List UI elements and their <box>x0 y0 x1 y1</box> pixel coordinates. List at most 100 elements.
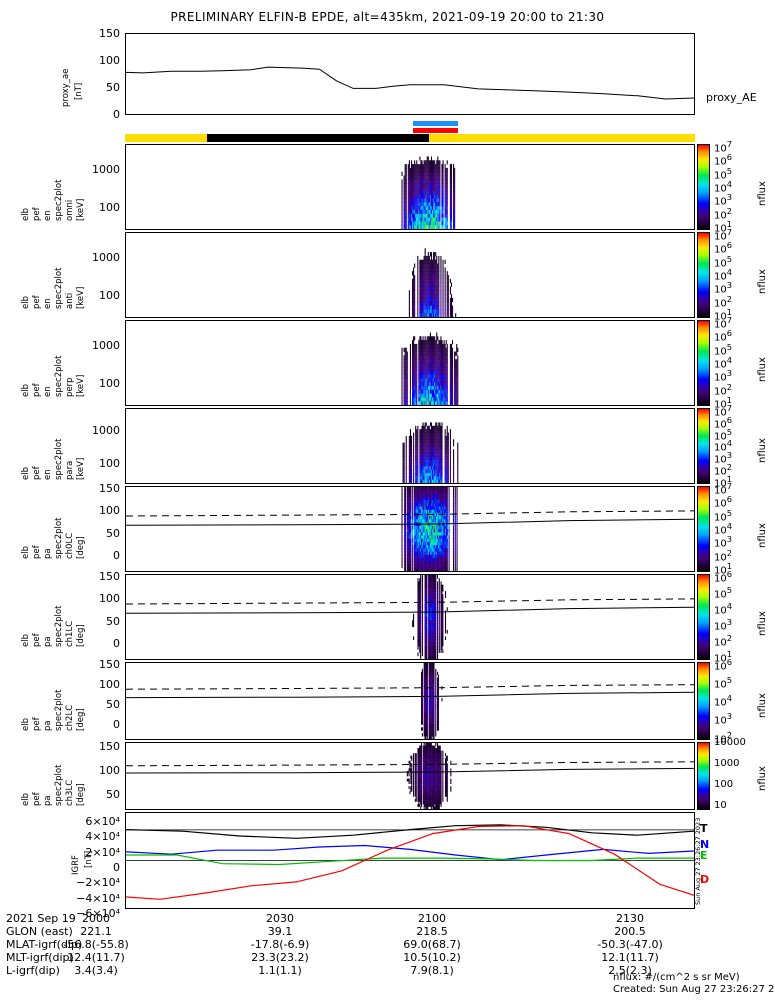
spectrogram-cell <box>434 646 436 650</box>
spectrogram-cell <box>435 541 437 546</box>
panel-ch0LC <box>125 486 695 572</box>
spectrogram-cell <box>429 401 431 405</box>
spectrogram-cell <box>435 294 437 299</box>
spectrogram-cell <box>426 623 428 628</box>
spectrogram-cell <box>429 278 431 284</box>
spectrogram-cell <box>445 459 447 464</box>
spectrogram-cell <box>449 167 451 173</box>
spectrogram-cell <box>430 487 432 491</box>
spectrogram-cell <box>435 671 437 676</box>
spectrogram-cell <box>419 479 421 483</box>
spectrogram-cell <box>416 551 418 556</box>
spectrogram-cell <box>421 686 423 690</box>
spectrogram-cell <box>413 225 415 229</box>
spectrogram-cell <box>405 171 407 176</box>
spectrogram-cell <box>421 425 423 430</box>
spectrogram-cell <box>404 503 406 507</box>
spectrogram-cell <box>418 584 420 589</box>
spectrogram-cell <box>434 313 436 317</box>
spectrogram-cell <box>420 301 422 306</box>
spectrogram-cell <box>421 626 423 631</box>
spectrogram-cell <box>432 665 434 670</box>
spectrogram-cell <box>421 646 423 650</box>
spectrogram-cell <box>432 649 434 653</box>
spectrogram-cell <box>428 591 431 595</box>
spectrogram-cell <box>404 509 406 514</box>
spectrogram-cell <box>429 363 431 368</box>
spectrogram-cell <box>427 564 429 569</box>
spectrogram-cell <box>449 389 451 394</box>
spectrogram-cell <box>405 564 407 569</box>
spectrogram-cell <box>438 225 440 229</box>
spectrogram-cell <box>434 343 436 349</box>
spectrogram-cell <box>429 706 431 711</box>
spectrogram-cell <box>432 597 434 602</box>
spectrogram-cell <box>401 187 403 192</box>
spectrogram-cell <box>418 389 420 394</box>
spectrogram-cell <box>435 554 437 559</box>
spectrogram-cell <box>412 509 414 514</box>
spectrogram-cell <box>419 581 421 586</box>
spectrogram-cell <box>419 567 421 571</box>
spectrogram-cell <box>418 393 420 398</box>
spectrogram-cell <box>408 206 410 211</box>
spectrogram-cell <box>429 435 431 440</box>
spectrogram-cell <box>413 781 415 785</box>
spectrogram-cell <box>437 532 439 536</box>
spectrogram-cell <box>434 551 436 556</box>
spectrogram-cell <box>436 554 439 559</box>
spectrogram-cell <box>435 202 437 207</box>
spectrogram-cell <box>438 538 440 543</box>
spectrogram-cell <box>439 452 441 457</box>
spectrogram-cell <box>440 351 442 356</box>
spectrogram-cell <box>424 469 426 474</box>
spectrogram-cell <box>442 623 444 628</box>
spectrogram-cell <box>428 389 430 394</box>
spectrogram-cell <box>424 718 426 722</box>
spectrogram-cell <box>409 554 411 559</box>
spectrogram-cell <box>443 558 445 562</box>
spectrogram-cell <box>423 290 425 295</box>
spectrogram-cell <box>439 385 441 391</box>
spectrogram-cell <box>434 255 436 261</box>
spectrogram-cell <box>423 255 425 261</box>
spectrogram-cell <box>433 509 435 514</box>
spectrogram-cell <box>442 286 444 291</box>
spectrogram-cell <box>424 567 426 571</box>
spectrogram-cell <box>435 183 437 188</box>
spectrogram-cell <box>414 519 416 523</box>
spectrogram-cell <box>418 397 420 402</box>
spectrogram-cell <box>428 558 431 562</box>
spectrogram-cell <box>457 378 459 383</box>
spectrogram-cell <box>426 706 428 711</box>
spectrogram-cell <box>417 499 419 504</box>
spectrogram-cell <box>409 363 411 368</box>
spectrogram-cell <box>441 597 443 602</box>
spectrogram-cell <box>444 623 447 628</box>
spectrogram-cell <box>404 366 406 372</box>
spectrogram-cell <box>433 366 435 372</box>
spectrogram-cell <box>431 607 433 611</box>
spectrogram-cell <box>439 487 441 491</box>
spectrogram-cell <box>450 366 453 372</box>
spectrogram-cell <box>430 712 432 717</box>
spectrogram-cell <box>430 683 432 687</box>
spectrogram-cell <box>430 301 433 306</box>
spectrogram-cell <box>426 167 428 173</box>
spectrogram-cell <box>440 567 442 571</box>
spectrogram-cell <box>423 516 425 520</box>
spectrogram-cell <box>432 490 434 494</box>
spectrogram-cell <box>417 282 419 287</box>
spectrogram-cell <box>452 558 455 562</box>
spectrogram-cell <box>423 442 425 447</box>
spectrogram-cell <box>428 677 431 681</box>
spectrogram-cell <box>428 351 430 356</box>
spectrogram-cell <box>442 519 444 523</box>
spectrogram-cell <box>425 736 427 739</box>
spectrogram-cell <box>431 487 433 491</box>
spectrogram-cell <box>427 370 429 375</box>
spectrogram-cell <box>415 487 417 491</box>
spectrogram-cell <box>454 351 456 356</box>
spectrogram-cell <box>423 519 425 523</box>
spectrogram-cell <box>428 655 430 659</box>
